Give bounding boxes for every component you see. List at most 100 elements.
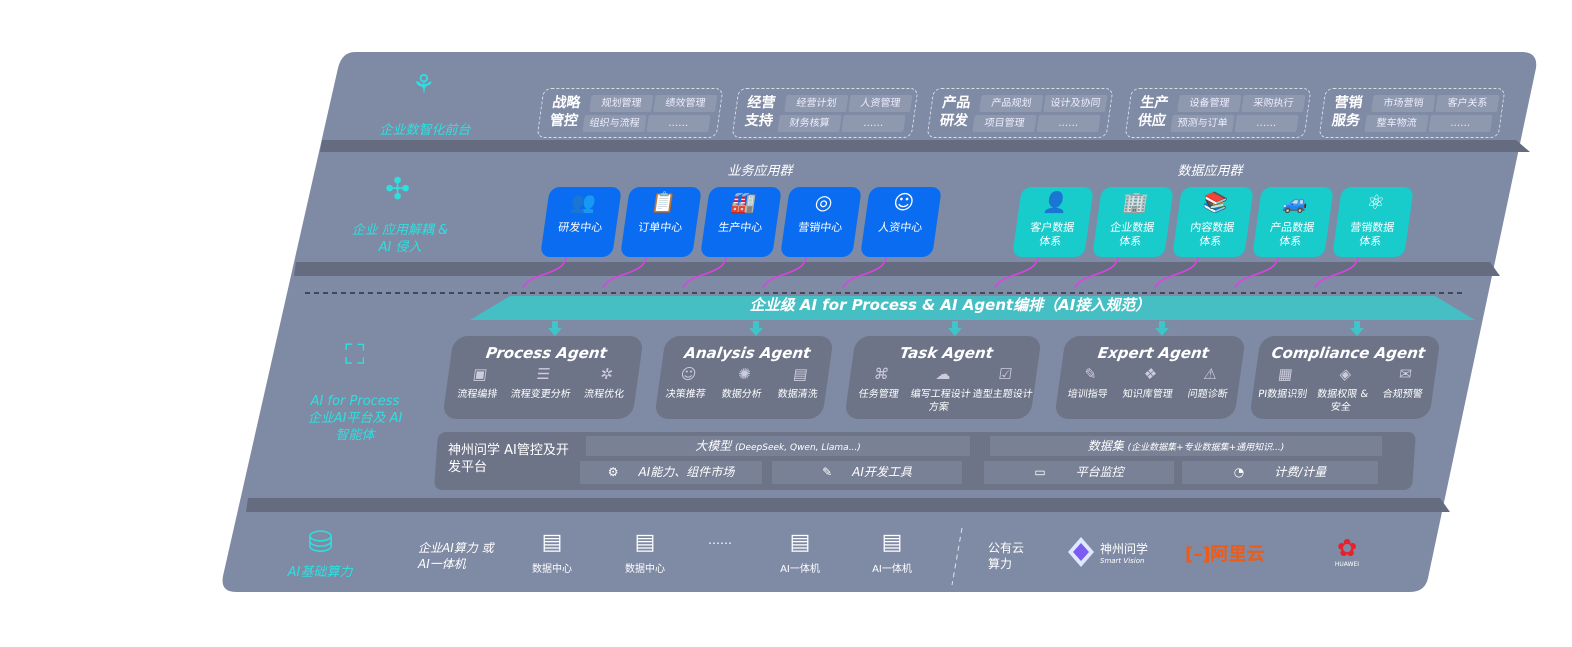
layer-divider <box>246 498 1450 512</box>
agent-card[interactable]: Expert Agent ✎ 培训指导 ❖ 知识库管理 ⚠ 问题诊断 <box>1054 336 1246 419</box>
front-chip[interactable]: 经营计划 <box>784 95 849 112</box>
agent-capability[interactable]: ◈ 数据权限 & 安全 <box>1310 365 1376 414</box>
front-chip[interactable]: 预测与订单 <box>1170 115 1235 132</box>
business-app-tile[interactable]: 📋 订单中心 <box>620 187 702 257</box>
agent-capability[interactable]: ⚠ 问题诊断 <box>1177 365 1241 401</box>
front-chip[interactable]: …… <box>646 115 711 132</box>
agent-capability[interactable]: ✲ 流程优化 <box>572 365 639 401</box>
injection-arrow <box>602 251 648 289</box>
business-app-tile[interactable]: 👥 研发中心 <box>540 187 622 257</box>
group-title: 营销服务 <box>1330 95 1364 129</box>
agent-capability[interactable]: ▣ 流程编排 <box>445 365 512 401</box>
public-cloud-label: 公有云 算力 <box>988 541 1025 571</box>
llm-label: 大模型 <box>695 439 732 453</box>
agent-capability[interactable]: ⌘ 任务管理 <box>845 365 913 414</box>
agent-card[interactable]: Analysis Agent ☺ 决策推荐 ✺ 数据分析 ▤ 数据清洗 <box>654 336 834 419</box>
capability-icon: ◈ <box>1338 365 1353 383</box>
front-chip[interactable]: …… <box>1036 115 1101 132</box>
server-rack-icon: ▤ <box>881 530 903 555</box>
capability-label: 数据清洗 <box>776 389 819 400</box>
person-icon: ☺ <box>891 190 916 214</box>
down-arrow-head <box>948 328 962 336</box>
agent-capability[interactable]: ☺ 决策推荐 <box>657 365 717 401</box>
dataset-note: (企业数据集+专业数据集+通用知识...) <box>1127 443 1285 453</box>
front-chip[interactable]: 整车物流 <box>1364 115 1429 132</box>
front-chip[interactable]: 财务核算 <box>777 115 842 132</box>
data-app-tile[interactable]: 🚙 产品数据体系 <box>1252 187 1334 257</box>
platform-monitor[interactable]: ▭ 平台监控 <box>984 461 1174 484</box>
agent-capability[interactable]: ▤ 数据清洗 <box>769 365 829 401</box>
server-item: ▤ 数据中心 <box>615 530 675 575</box>
capability-label: 造型主题设计 <box>971 389 1034 400</box>
front-chip[interactable]: 市场营销 <box>1371 95 1436 112</box>
business-app-tile[interactable]: 🏭 生产中心 <box>700 187 782 257</box>
clipboard-icon: 📋 <box>649 190 678 214</box>
front-chip[interactable]: …… <box>1428 115 1493 132</box>
data-app-tile[interactable]: 👤 客户数据体系 <box>1012 187 1094 257</box>
books-icon: 📚 <box>1201 190 1230 214</box>
orchestration-band <box>470 296 1475 320</box>
business-app-tile[interactable]: ◎ 营销中心 <box>780 187 862 257</box>
agent-capability[interactable]: ▦ PI数据识别 <box>1250 365 1316 414</box>
tile-label: 营销中心 <box>797 221 844 234</box>
agent-card[interactable]: Task Agent ⌘ 任务管理 ☁ 编写工程设计方案 ☑ 造型主题设计 <box>844 336 1042 419</box>
tool-label: AI开发工具 <box>852 465 912 479</box>
component-market[interactable]: ⚙ AI能力、组件市场 <box>580 461 762 484</box>
agent-capability[interactable]: ☑ 造型主题设计 <box>969 365 1037 414</box>
data-app-tile[interactable]: 🏢 企业数据体系 <box>1092 187 1174 257</box>
server-label: 数据中心 <box>532 564 572 575</box>
front-chip[interactable]: 人资管理 <box>848 95 913 112</box>
front-chip[interactable]: 产品规划 <box>979 95 1044 112</box>
front-chip[interactable]: 规划管理 <box>589 95 654 112</box>
business-app-tile[interactable]: ☺ 人资中心 <box>860 187 942 257</box>
tile-label: 内容数据体系 <box>1189 221 1236 248</box>
agent-capability[interactable]: ☁ 编写工程设计方案 <box>907 365 975 414</box>
front-chip[interactable]: 设计及协同 <box>1043 95 1108 112</box>
front-chip[interactable]: 客户关系 <box>1435 95 1500 112</box>
front-chip[interactable]: 项目管理 <box>972 115 1037 132</box>
tile-label: 生产中心 <box>717 221 764 234</box>
front-chip[interactable]: 采购执行 <box>1241 95 1306 112</box>
agent-capability[interactable]: ❖ 知识库管理 <box>1117 365 1181 401</box>
capability-label: 流程变更分析 <box>509 389 572 400</box>
dev-tools[interactable]: ✎ AI开发工具 <box>772 461 962 484</box>
group-title: 战略管控 <box>548 95 582 129</box>
injection-arrow <box>1074 251 1120 289</box>
capability-icon: ▣ <box>471 365 489 383</box>
server-item: ▤ AI一体机 <box>862 530 922 575</box>
front-group: 经营支持 经营计划 人资管理 财务核算…… <box>731 88 919 138</box>
server-item: ▤ AI一体机 <box>770 530 830 575</box>
agent-card[interactable]: Process Agent ▣ 流程编排 ☰ 流程变更分析 ✲ 流程优化 <box>442 336 644 419</box>
layer-divider <box>294 262 1500 276</box>
injection-arrow <box>842 251 888 289</box>
front-chip[interactable]: …… <box>841 115 906 132</box>
billing[interactable]: ◔ 计费/计量 <box>1182 461 1378 484</box>
injection-arrow <box>1154 251 1200 289</box>
front-chip[interactable]: 绩效管理 <box>653 95 718 112</box>
front-chip[interactable]: 组织与流程 <box>582 115 647 132</box>
agent-card[interactable]: Compliance Agent ▦ PI数据识别 ◈ 数据权限 & 安全 ✉ 合规预警 <box>1249 336 1441 419</box>
front-chip[interactable]: 设备管理 <box>1177 95 1242 112</box>
data-app-tile[interactable]: 📚 内容数据体系 <box>1172 187 1254 257</box>
front-chip[interactable]: …… <box>1234 115 1299 132</box>
down-arrow-shaft <box>552 321 558 329</box>
layer-divider <box>320 140 1530 152</box>
huawei-name: HUAWEI <box>1334 561 1360 568</box>
agent-capability[interactable]: ✎ 培训指导 <box>1057 365 1121 401</box>
monitor-icon: ▭ <box>1034 465 1046 479</box>
server-label: AI一体机 <box>872 564 912 575</box>
onprem-label: 企业AI算力 或AI一体机 <box>418 541 494 571</box>
aliyun-bracket-icon: [–] <box>1185 544 1211 565</box>
capability-icon: ❖ <box>1142 365 1159 383</box>
down-arrow-head <box>1155 328 1169 336</box>
agent-capability[interactable]: ✺ 数据分析 <box>713 365 773 401</box>
agent-capability[interactable]: ☰ 流程变更分析 <box>508 365 575 401</box>
agent-capability[interactable]: ✉ 合规预警 <box>1370 365 1436 414</box>
orchestration-label: 企业级 AI for Process & AI Agent编排（AI接入规范） <box>749 296 1151 314</box>
huawei-petals-icon: ✿ <box>1336 534 1358 562</box>
data-app-tile[interactable]: ⚛ 营销数据体系 <box>1332 187 1414 257</box>
database-icon: ⛁ <box>308 525 334 560</box>
compute-layer-label: AI基础算力 <box>287 565 353 580</box>
tile-label: 营销数据体系 <box>1349 221 1396 248</box>
data-apps-title: 数据应用群 <box>1177 164 1243 179</box>
